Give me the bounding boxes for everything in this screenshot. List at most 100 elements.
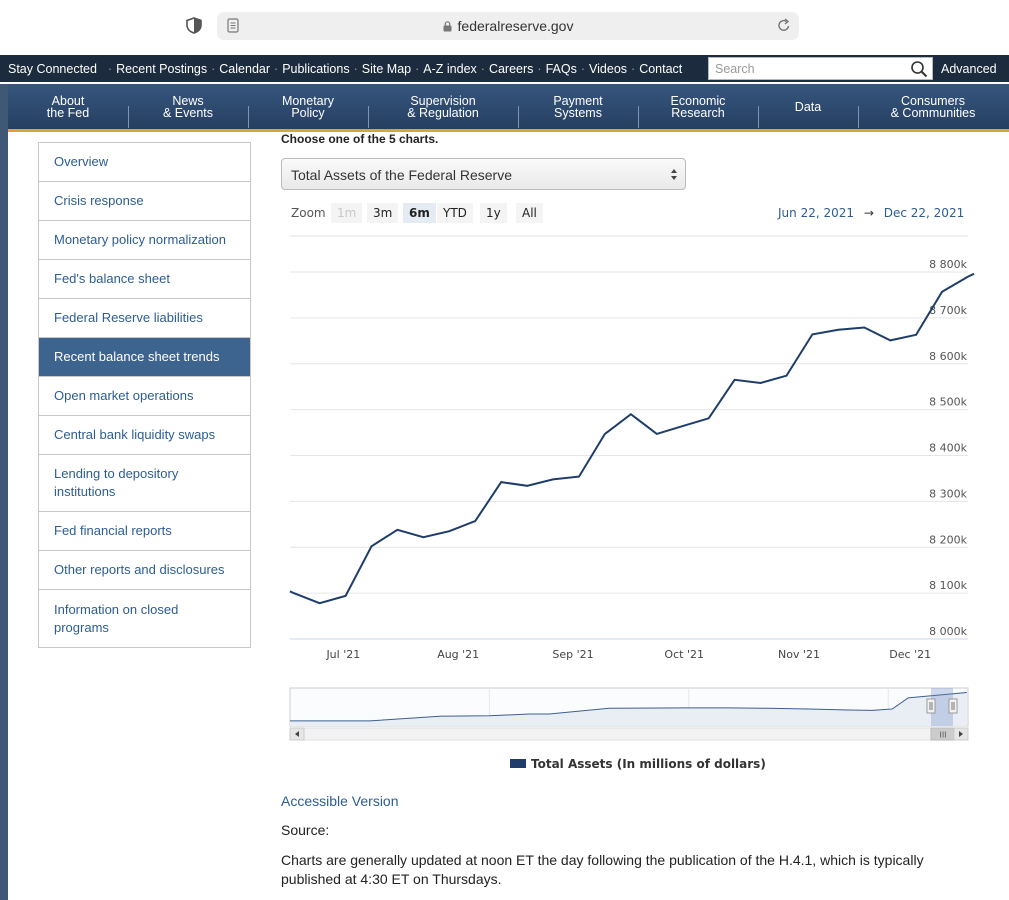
nav-divider [638, 106, 639, 128]
utility-separator: · [580, 62, 586, 76]
chart-legend[interactable]: Total Assets (In millions of dollars) [510, 757, 766, 771]
nav-item[interactable]: Economic Research [633, 84, 763, 129]
address-bar[interactable]: federalreserve.gov [217, 12, 799, 40]
utility-link[interactable]: Site Map [361, 62, 412, 76]
range-from-date[interactable]: Jun 22, 2021 [778, 206, 855, 220]
range-to-date[interactable]: Dec 22, 2021 [883, 206, 965, 220]
utility-link[interactable]: Stay Connected [8, 62, 97, 76]
utility-separator: · [415, 62, 420, 76]
sidebar-item[interactable]: Crisis response [39, 182, 250, 221]
zoom-button[interactable]: 6m [403, 203, 436, 223]
scroll-left-arrow-icon [295, 731, 299, 737]
url-text: federalreserve.gov [457, 18, 574, 34]
sidebar-item[interactable]: Monetary policy normalization [39, 221, 250, 260]
nav-label-line1: Monetary [281, 93, 335, 108]
chart-select-value: Total Assets of the Federal Reserve [291, 167, 512, 183]
nav-item[interactable]: Monetary Policy [243, 84, 373, 129]
utility-link[interactable]: FAQs [545, 62, 577, 76]
reload-icon[interactable] [777, 18, 791, 33]
series-line-total-assets[interactable] [289, 272, 975, 605]
nav-label-line1: Economic [670, 93, 726, 108]
navigator-area [290, 692, 967, 726]
sidebar-item-label: Recent balance sheet trends [54, 349, 220, 364]
chart-select-dropdown[interactable]: Total Assets of the Federal Reserve [281, 158, 686, 190]
search-icon[interactable] [910, 60, 928, 78]
x-tick-label: Aug '21 [437, 648, 479, 661]
sidebar-item-label: Crisis response [54, 193, 144, 208]
utility-link[interactable]: Contact [639, 62, 683, 76]
sidebar-item[interactable]: Open market operations [39, 377, 250, 416]
nav-item-label: Data [794, 99, 822, 114]
search-input[interactable] [708, 57, 933, 80]
sidebar-item-label: Information on closed programs [54, 601, 179, 635]
left-page-border [0, 84, 8, 900]
nav-label-line2: Systems [554, 105, 602, 120]
nav-item[interactable]: Consumers & Communities [868, 84, 998, 129]
zoom-button[interactable]: YTD [437, 203, 473, 223]
total-assets-chart[interactable]: 8 000k 8 100k 8 200k 8 300k 8 400k 8 500k 8 60… [280, 230, 975, 750]
sidebar-item[interactable]: Other reports and disclosures [39, 551, 250, 590]
nav-item-label: Consumers & Communities [891, 94, 976, 119]
zoom-button[interactable]: All [516, 203, 543, 223]
sidebar-item[interactable]: Information on closed programs [39, 590, 250, 647]
utility-link[interactable]: Publications [282, 62, 350, 76]
url-display[interactable]: federalreserve.gov [217, 18, 799, 34]
nav-label-line2: & Regulation [407, 105, 479, 120]
sidebar-item-label: Overview [54, 154, 109, 169]
sidebar-item[interactable]: Central bank liquidity swaps [39, 416, 250, 455]
accessible-version-link[interactable]: Accessible Version [281, 793, 399, 809]
utility-links: Stay Connected · Recent Postings · Calendar… [8, 62, 682, 76]
navigator-handle[interactable] [948, 698, 958, 714]
sidebar-item[interactable]: Fed financial reports [39, 512, 250, 551]
nav-item-label: About the Fed [47, 94, 89, 119]
nav-label-line2: Research [671, 105, 725, 120]
nav-item[interactable]: Supervision & Regulation [378, 84, 508, 129]
navigator-line [290, 692, 967, 722]
chart-selector-caption: Choose one of the 5 charts. [281, 132, 439, 146]
nav-label-line1: News [172, 93, 204, 108]
x-tick-label: Dec '21 [889, 648, 931, 661]
page-icon[interactable] [227, 18, 239, 33]
sidebar-item-label: Fed's balance sheet [54, 271, 170, 286]
utility-separator: · [211, 62, 216, 76]
nav-item[interactable]: About the Fed [3, 84, 133, 129]
utility-link[interactable]: Recent Postings [116, 62, 208, 76]
legend-swatch [510, 759, 526, 768]
navigator-handle[interactable] [926, 698, 936, 714]
utility-spacer [97, 62, 104, 76]
navigator-selection-window[interactable] [931, 688, 953, 726]
nav-item[interactable]: Payment Systems [513, 84, 643, 129]
nav-label-line1: Data [794, 99, 822, 114]
sidebar-item[interactable]: Fed's balance sheet [39, 260, 250, 299]
nav-divider [858, 106, 859, 128]
utility-separator: · [274, 62, 279, 76]
sidebar-item-label: Central bank liquidity swaps [54, 427, 216, 442]
zoom-button[interactable]: 1y [480, 203, 507, 223]
sidebar-item-label: Federal Reserve liabilities [54, 310, 203, 325]
utility-separator: · [537, 62, 542, 76]
zoom-button[interactable]: 1m [331, 203, 363, 223]
sidebar-item[interactable]: Overview [39, 143, 250, 182]
sidebar-item-label: Open market operations [54, 388, 194, 403]
utility-link[interactable]: Videos [589, 62, 628, 76]
scroll-right-arrow-icon [959, 731, 963, 737]
advanced-search-link[interactable]: Advanced [941, 62, 997, 76]
x-tick-label: Jul '21 [325, 648, 360, 661]
utility-separator: · [480, 62, 485, 76]
range-arrow: → [863, 206, 874, 220]
navigator-scrollbar-track[interactable] [289, 727, 969, 741]
nav-item[interactable]: Data [743, 84, 873, 129]
utility-link[interactable]: Careers [488, 62, 534, 76]
privacy-shield-icon[interactable] [186, 17, 202, 34]
legend-label: Total Assets (In millions of dollars) [531, 757, 766, 771]
zoom-button[interactable]: 3m [367, 203, 399, 223]
nav-divider [518, 106, 519, 128]
utility-link[interactable]: A-Z index [423, 62, 477, 76]
utility-link[interactable]: Calendar [219, 62, 271, 76]
nav-item[interactable]: News & Events [123, 84, 253, 129]
main-navigation: About the Fed News & Events Monetary Policy Su… [8, 84, 1009, 132]
lock-icon [443, 21, 452, 32]
sidebar-item[interactable]: Federal Reserve liabilities [39, 299, 250, 338]
sidebar-item[interactable]: Recent balance sheet trends [39, 338, 250, 377]
sidebar-item[interactable]: Lending to depository institutions [39, 455, 250, 512]
